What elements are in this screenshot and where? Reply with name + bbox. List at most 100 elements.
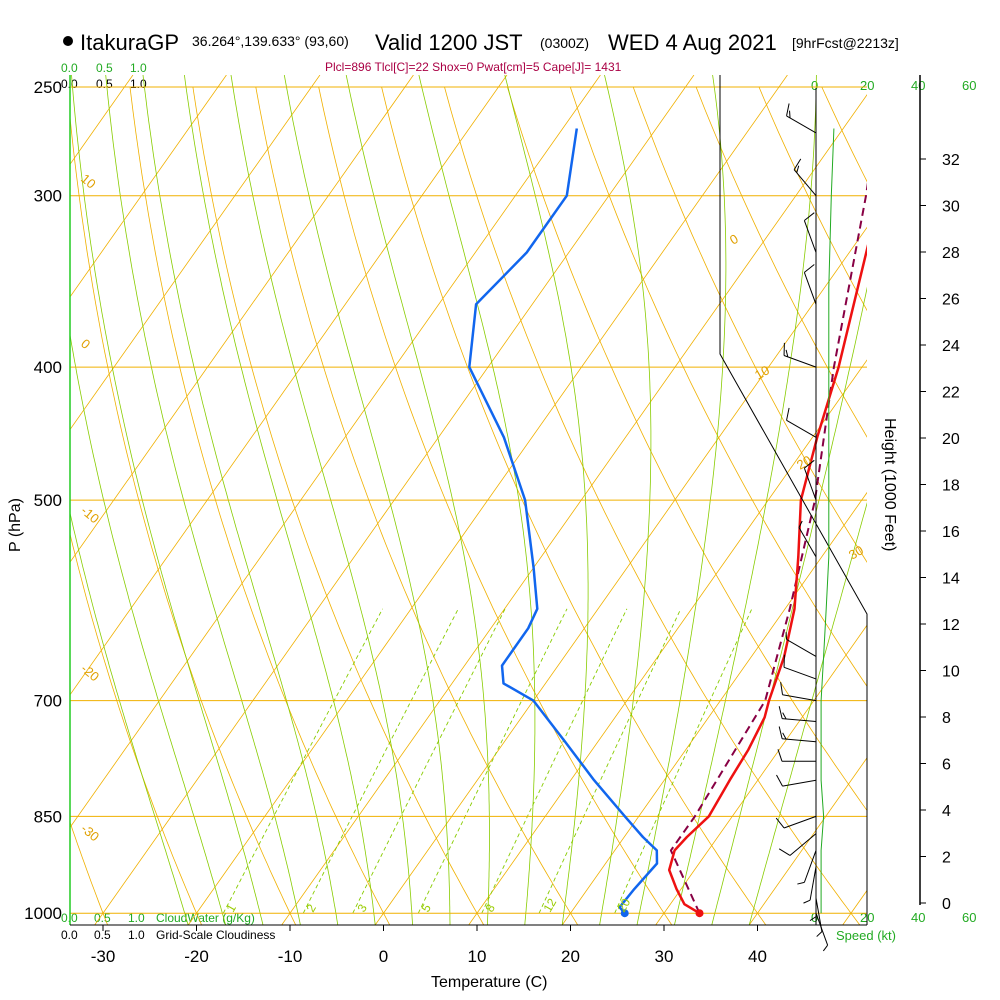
wind-barb-flag <box>804 212 815 221</box>
wind-barb <box>809 882 817 922</box>
isotherm-line <box>70 75 321 431</box>
dry-adiabat-line <box>129 86 391 925</box>
wind-barb <box>776 774 817 787</box>
moist-adiabat-line <box>345 75 490 925</box>
height-tick-label: 20 <box>942 431 960 448</box>
height-tick-label: 4 <box>942 803 951 820</box>
dry-adiabat-line <box>70 113 297 925</box>
wind-barb-staff <box>786 639 817 657</box>
wind-barb-staff <box>782 694 817 702</box>
wind-barb-flag <box>804 459 815 469</box>
temperature-tick-label: 0 <box>379 947 388 966</box>
wind-barb-flag <box>793 158 802 170</box>
forecast-run: [9hrFcst@2213z] <box>792 35 899 51</box>
cloudiness-tick-1: 0.5 <box>96 77 113 91</box>
moist-adiabat-line <box>636 75 727 925</box>
cloudwater-tick-0: 0.0 <box>61 61 78 75</box>
dry-adiabat-line <box>821 86 867 183</box>
y-axis-title: P (hPa) <box>7 498 24 552</box>
speed-top-tick-0: 0 <box>811 78 818 93</box>
wind-barb-staff <box>786 115 817 134</box>
pressure-tick-label: 300 <box>34 187 62 206</box>
speed-top-tick-3: 60 <box>962 78 976 93</box>
wind-barb-flag <box>778 848 791 856</box>
wind-barb-flag <box>796 165 800 173</box>
wind-barb-flag <box>809 916 817 922</box>
wind-barb <box>778 726 817 743</box>
station-coords: 36.264°,139.633° (93,60) <box>192 33 349 49</box>
mixing-ratio-label: 3 <box>354 901 370 914</box>
wind-barb <box>777 749 816 762</box>
isotherm-label: 0 <box>727 231 741 248</box>
wind-barb-staff <box>786 419 817 438</box>
cloudiness-bottom-tick-2: 1.0 <box>128 928 145 942</box>
height-tick-label: 16 <box>942 524 960 541</box>
dry-adiabat-line <box>70 532 202 925</box>
moist-adiabat-line <box>105 75 301 925</box>
wind-barb-staff <box>809 866 817 901</box>
dry-adiabat-line <box>381 86 767 925</box>
pressure-tick-label: 250 <box>34 78 62 97</box>
wind-barb-staff <box>782 738 817 743</box>
moist-adiabat-line <box>711 286 867 925</box>
moist-adiabat-line <box>71 75 264 925</box>
mixing-ratio-line <box>481 608 628 914</box>
pressure-tick-label: 400 <box>34 358 62 377</box>
pressure-tick-label: 700 <box>34 692 62 711</box>
moist-adiabat-line <box>599 75 652 925</box>
wind-barb-flag <box>822 944 829 952</box>
mixing-ratio-line <box>614 608 753 914</box>
wind-barb-flag <box>804 264 815 273</box>
cloudwater-label: CloudWater (g/Kg) <box>156 911 255 925</box>
station-marker-icon <box>63 36 73 46</box>
mixing-ratio-line <box>352 608 506 914</box>
temperature-profile-line <box>667 244 867 915</box>
dewpoint-profile-line <box>468 128 659 915</box>
wind-barb <box>783 654 817 680</box>
wind-barb-flag <box>786 103 790 117</box>
wind-barb-flag <box>798 520 803 528</box>
wind-barb-staff <box>782 779 817 787</box>
isotherm-line <box>655 624 867 925</box>
isobars <box>70 86 867 914</box>
wind-barb <box>797 850 817 885</box>
height-tick-label: 32 <box>942 152 960 169</box>
height-tick-label: 0 <box>942 896 951 913</box>
speed-bottom-tick-3: 60 <box>962 910 976 925</box>
dry-adiabat-line <box>507 86 867 812</box>
wind-barb-flag <box>785 349 789 357</box>
wind-barb <box>783 342 817 368</box>
wind-speed-line <box>820 128 835 914</box>
height-axis-title: Height (1000 Feet) <box>881 418 898 551</box>
wind-barb-staff <box>803 467 817 501</box>
height-tick-label: 22 <box>942 385 960 402</box>
wind-barb <box>815 898 823 937</box>
wind-barb-flag <box>775 817 785 829</box>
cloudwater-bottom-tick-2: 1.0 <box>128 911 145 925</box>
wind-barb-flag <box>782 712 787 720</box>
wind-barb-staff <box>782 718 817 723</box>
cloudiness-bottom-tick-0: 0.0 <box>61 928 78 942</box>
wind-barb <box>778 833 817 856</box>
sounding-profiles <box>468 128 867 918</box>
mixing-ratio-line <box>538 608 682 914</box>
height-tick-label: 30 <box>942 199 960 216</box>
isotherm-label: 10 <box>752 362 772 382</box>
wind-barb-staff <box>783 815 817 829</box>
wind-barb-staff <box>789 833 817 856</box>
dry-adiabat-line <box>444 86 861 925</box>
height-tick-label: 28 <box>942 245 960 262</box>
mixing-ratio-label: 12 <box>540 896 559 915</box>
temperature-tick-label: 40 <box>748 947 767 966</box>
wind-barb <box>786 103 817 134</box>
dry-adiabat-line <box>569 86 867 688</box>
parcel-profile-line <box>669 182 867 914</box>
chart-header: ItakuraGP 36.264°,139.633° (93,60) Valid… <box>63 30 899 55</box>
cloudwater-tick-2: 1.0 <box>130 61 147 75</box>
wind-panel <box>775 88 835 952</box>
moist-adiabat-line <box>70 332 226 925</box>
zulu-time: (0300Z) <box>540 35 589 51</box>
isotherm-label: 30 <box>846 542 866 562</box>
wind-barb-staff <box>783 355 817 368</box>
